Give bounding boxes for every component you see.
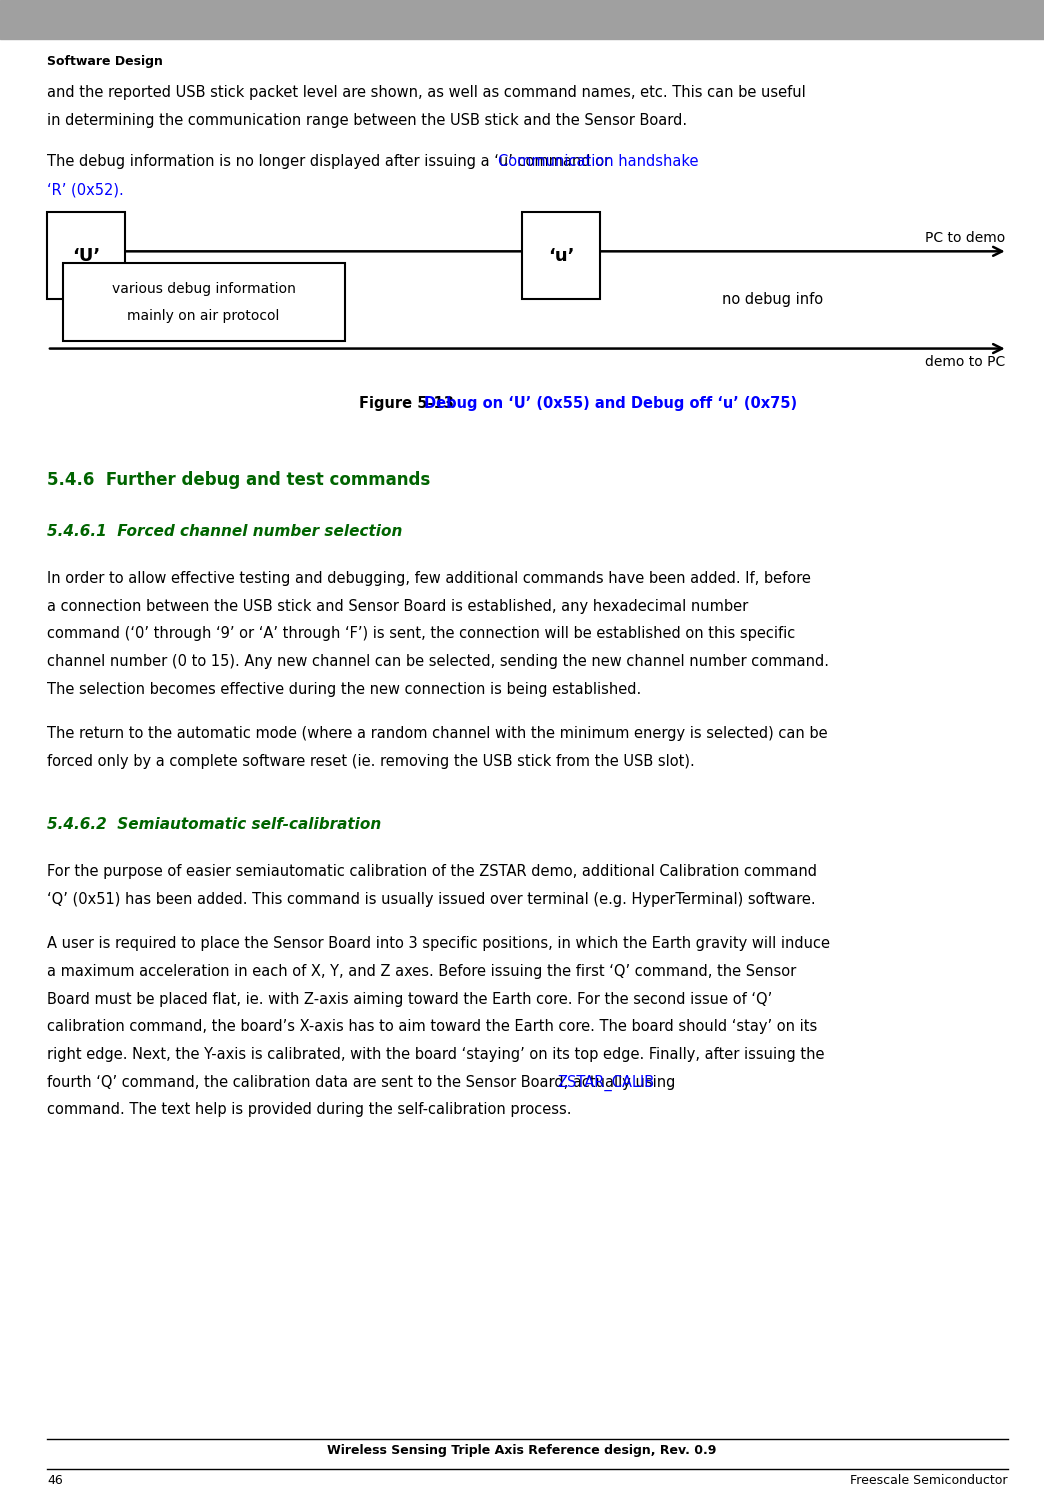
Text: Debug on ‘U’ (0x55) and Debug off ‘u’ (0x75): Debug on ‘U’ (0x55) and Debug off ‘u’ (0… bbox=[424, 396, 797, 411]
Text: For the purpose of easier semiautomatic calibration of the ZSTAR demo, additiona: For the purpose of easier semiautomatic … bbox=[47, 865, 817, 880]
Text: 46: 46 bbox=[47, 1474, 63, 1487]
Bar bbox=[63, 263, 344, 341]
Text: demo to PC: demo to PC bbox=[925, 355, 1006, 368]
Text: The debug information is no longer displayed after issuing a ‘u’ command or: The debug information is no longer displ… bbox=[47, 154, 614, 169]
Text: ‘U’: ‘U’ bbox=[72, 247, 100, 265]
Bar bbox=[0, 0, 1044, 39]
Text: forced only by a complete software reset (ie. removing the USB stick from the US: forced only by a complete software reset… bbox=[47, 754, 695, 769]
Text: Figure 5-13: Figure 5-13 bbox=[359, 396, 454, 411]
Text: 5.4.6.1  Forced channel number selection: 5.4.6.1 Forced channel number selection bbox=[47, 524, 402, 539]
Text: and the reported USB stick packet level are shown, as well as command names, etc: and the reported USB stick packet level … bbox=[47, 85, 805, 100]
Text: 5.4.6  Further debug and test commands: 5.4.6 Further debug and test commands bbox=[47, 471, 430, 489]
Text: in determining the communication range between the USB stick and the Sensor Boar: in determining the communication range b… bbox=[47, 114, 687, 129]
Text: A user is required to place the Sensor Board into 3 specific positions, in which: A user is required to place the Sensor B… bbox=[47, 936, 830, 951]
Text: Freescale Semiconductor: Freescale Semiconductor bbox=[850, 1474, 1008, 1487]
Text: command. The text help is provided during the self-calibration process.: command. The text help is provided durin… bbox=[47, 1103, 571, 1118]
Text: ‘Q’ (0x51) has been added. This command is usually issued over terminal (e.g. Hy: ‘Q’ (0x51) has been added. This command … bbox=[47, 892, 816, 907]
Text: Wireless Sensing Triple Axis Reference design, Rev. 0.9: Wireless Sensing Triple Axis Reference d… bbox=[328, 1444, 717, 1457]
Text: The return to the automatic mode (where a random channel with the minimum energy: The return to the automatic mode (where … bbox=[47, 726, 827, 741]
Text: no debug info: no debug info bbox=[722, 292, 823, 308]
Text: Board must be placed flat, ie. with Z-axis aiming toward the Earth core. For the: Board must be placed flat, ie. with Z-ax… bbox=[47, 992, 772, 1007]
Text: a maximum acceleration in each of X, Y, and Z axes. Before issuing the first ‘Q’: a maximum acceleration in each of X, Y, … bbox=[47, 963, 796, 978]
Text: ‘u’: ‘u’ bbox=[548, 247, 574, 265]
Text: Communication handshake: Communication handshake bbox=[498, 154, 698, 169]
Text: 5.4.6.2  Semiautomatic self-calibration: 5.4.6.2 Semiautomatic self-calibration bbox=[47, 817, 381, 832]
Text: ‘R’ (0x52).: ‘R’ (0x52). bbox=[47, 183, 124, 197]
Bar bbox=[522, 212, 601, 299]
Text: fourth ‘Q’ command, the calibration data are sent to the Sensor Board, actually : fourth ‘Q’ command, the calibration data… bbox=[47, 1074, 680, 1089]
Text: a connection between the USB stick and Sensor Board is established, any hexadeci: a connection between the USB stick and S… bbox=[47, 598, 749, 613]
Text: right edge. Next, the Y-axis is calibrated, with the board ‘staying’ on its top : right edge. Next, the Y-axis is calibrat… bbox=[47, 1047, 824, 1062]
Text: various debug information: various debug information bbox=[111, 281, 295, 296]
Text: command (‘0’ through ‘9’ or ‘A’ through ‘F’) is sent, the connection will be est: command (‘0’ through ‘9’ or ‘A’ through … bbox=[47, 627, 795, 642]
Text: calibration command, the board’s X-axis has to aim toward the Earth core. The bo: calibration command, the board’s X-axis … bbox=[47, 1019, 817, 1034]
Text: Software Design: Software Design bbox=[47, 55, 163, 69]
Text: PC to demo: PC to demo bbox=[925, 232, 1006, 245]
Text: The selection becomes effective during the new connection is being established.: The selection becomes effective during t… bbox=[47, 682, 642, 697]
Text: mainly on air protocol: mainly on air protocol bbox=[127, 308, 279, 323]
Text: channel number (0 to 15). Any new channel can be selected, sending the new chann: channel number (0 to 15). Any new channe… bbox=[47, 654, 830, 669]
Text: In order to allow effective testing and debugging, few additional commands have : In order to allow effective testing and … bbox=[47, 571, 811, 586]
Bar bbox=[47, 212, 125, 299]
Text: ZSTAR_CALIB: ZSTAR_CALIB bbox=[556, 1074, 654, 1091]
